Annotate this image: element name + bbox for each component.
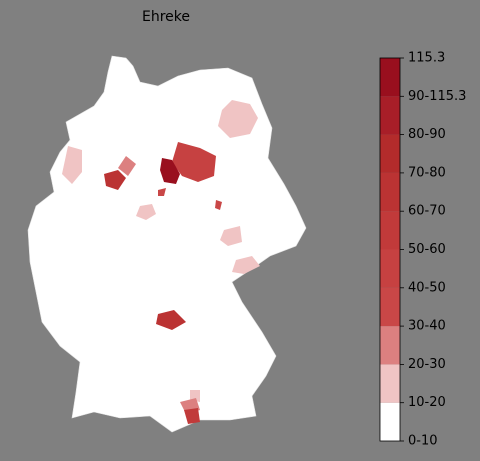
colorbar-segment <box>380 172 400 212</box>
country-outline <box>27 55 307 433</box>
colorbar-segment <box>380 134 400 173</box>
colorbar-label: 80-90 <box>408 127 446 142</box>
germany-map <box>27 55 307 433</box>
region <box>62 146 82 184</box>
colorbar-label: 115.3 <box>408 51 445 66</box>
region <box>184 408 200 424</box>
colorbar: 0-10 10-20 20-30 30-40 40-50 50-60 60-70 70-80 8… <box>379 51 466 449</box>
region <box>118 156 136 176</box>
colorbar-segment <box>380 364 400 403</box>
region <box>136 204 156 220</box>
region <box>220 226 242 246</box>
colorbar-label: 0-10 <box>408 434 438 449</box>
region <box>156 310 186 330</box>
colorbar-label: 20-30 <box>408 357 446 372</box>
region <box>218 100 258 138</box>
colorbar-segment <box>380 58 400 97</box>
region <box>160 158 180 184</box>
colorbar-label: 40-50 <box>408 280 446 295</box>
colorbar-segment <box>380 326 400 365</box>
colorbar-segment <box>380 96 400 135</box>
region <box>172 142 216 182</box>
colorbar-label: 90-115.3 <box>408 89 466 104</box>
region <box>104 170 126 190</box>
map-title: Ehreke <box>142 9 190 25</box>
region <box>232 256 260 274</box>
colorbar-label: 50-60 <box>408 242 446 257</box>
region <box>158 188 166 196</box>
colorbar-label: 30-40 <box>408 319 446 334</box>
colorbar-segment <box>380 402 400 441</box>
colorbar-segment <box>380 211 400 250</box>
colorbar-label: 10-20 <box>408 395 446 410</box>
region <box>215 200 222 210</box>
colorbar-label: 60-70 <box>408 204 446 219</box>
colorbar-label: 70-80 <box>408 165 446 180</box>
colorbar-segment <box>380 249 400 288</box>
colorbar-segment <box>380 287 400 327</box>
